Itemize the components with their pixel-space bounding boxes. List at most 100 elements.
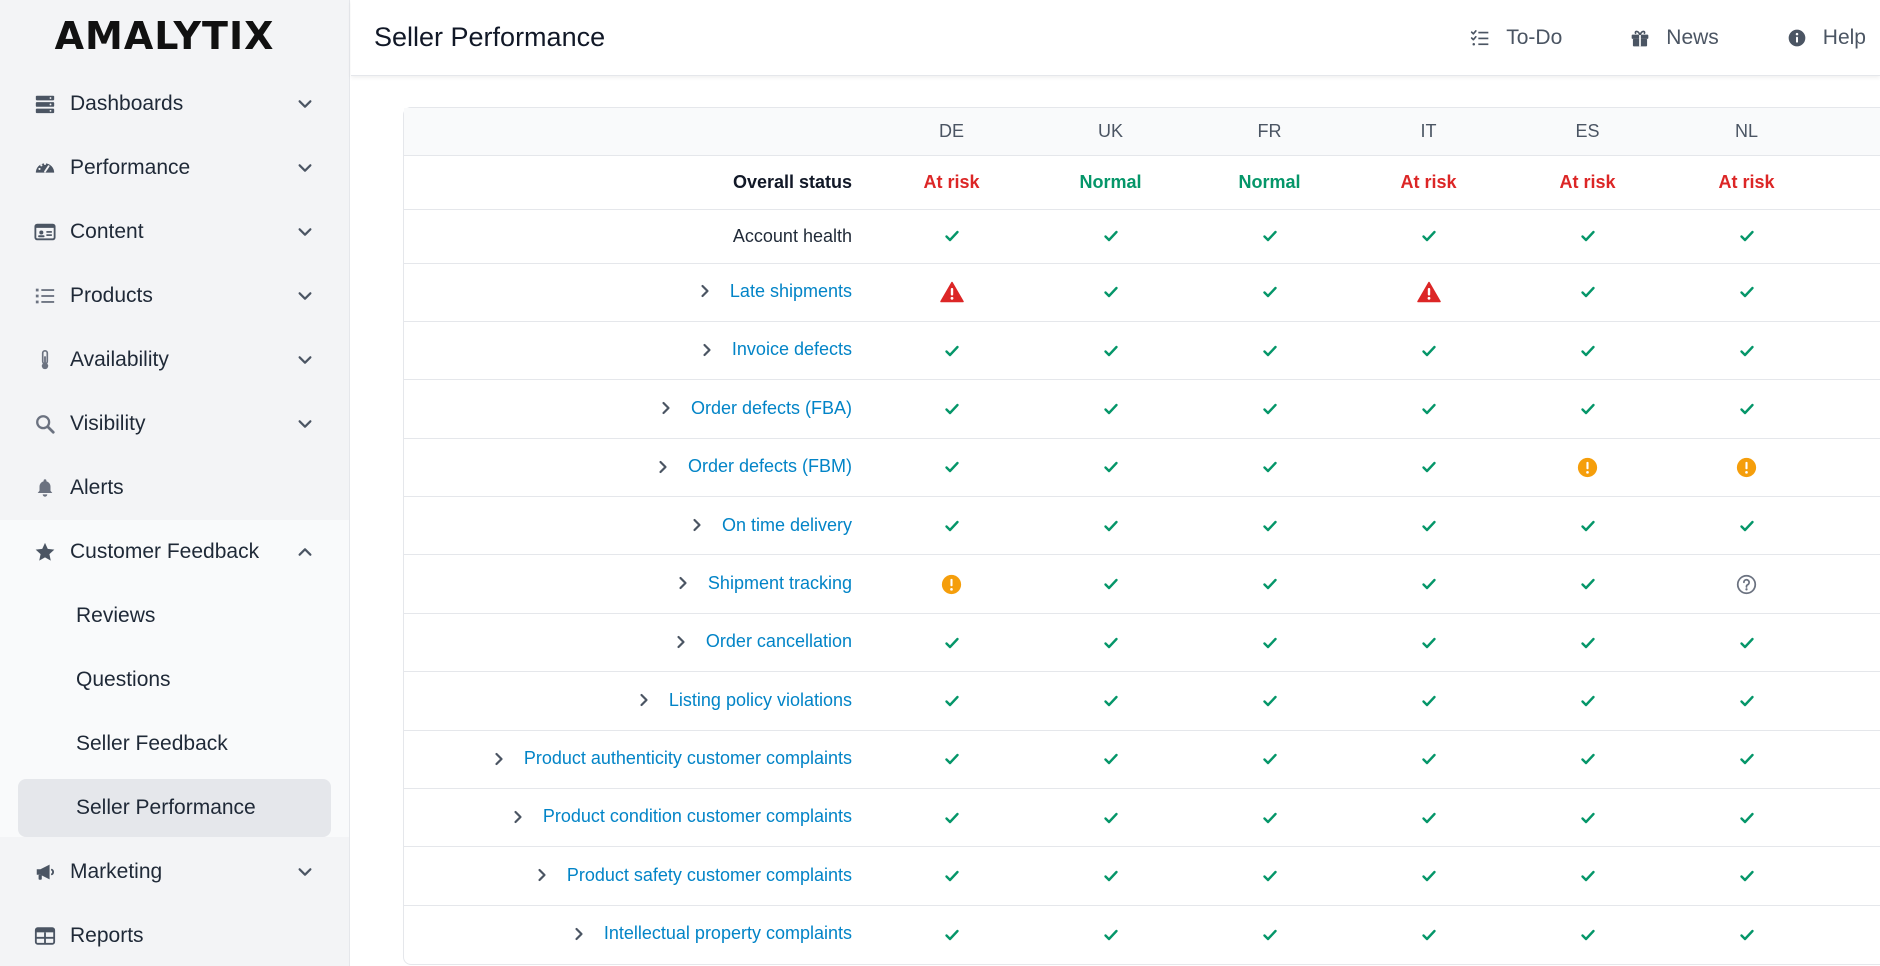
metric-expand-link[interactable]: Product condition customer complaints <box>511 806 852 827</box>
sidebar-item-label: Availability <box>70 348 169 371</box>
status-cell <box>872 380 1031 438</box>
check-icon <box>1576 747 1600 771</box>
check-icon <box>940 747 964 771</box>
check-icon <box>940 923 964 947</box>
metric-label: Product condition customer complaints <box>542 806 852 827</box>
overall-status-value: At risk <box>1559 171 1616 192</box>
status-cell <box>1190 672 1349 730</box>
metric-expand-link[interactable]: Listing policy violations <box>637 690 852 711</box>
check-icon <box>1576 631 1600 655</box>
sidebar-item-marketing[interactable]: Marketing <box>0 840 349 904</box>
metric-label: Invoice defects <box>731 339 852 360</box>
metric-expand-link[interactable]: Order cancellation <box>674 631 852 652</box>
check-icon <box>1417 923 1441 947</box>
sidebar-subitem-questions[interactable]: Questions <box>76 668 171 691</box>
status-cell <box>1349 209 1508 263</box>
metric-expand-link[interactable]: Order defects (FBM) <box>656 456 852 477</box>
chevron-right-icon <box>535 868 549 882</box>
table-row: Product safety customer complaints <box>404 846 1880 905</box>
list-icon <box>34 285 56 307</box>
logo[interactable]: AMALYTIX <box>0 0 349 72</box>
column-header-es: ES <box>1575 120 1600 141</box>
overall-status-value: At risk <box>1718 171 1775 192</box>
metric-expand-link[interactable]: Product safety customer complaints <box>535 865 852 886</box>
check-icon <box>940 689 964 713</box>
metric-expand-link[interactable]: Late shipments <box>698 281 852 302</box>
metric-label: Intellectual property complaints <box>603 923 852 944</box>
sidebar-item-products[interactable]: Products <box>0 264 349 328</box>
sidebar-subitem-seller-performance[interactable]: Seller Performance <box>18 779 331 837</box>
sidebar-item-reports[interactable]: Reports <box>0 904 349 966</box>
chevron-down-icon <box>295 862 315 882</box>
check-icon <box>1735 747 1759 771</box>
chevron-right-icon <box>698 284 712 298</box>
sidebar-item-content[interactable]: Content <box>0 200 349 264</box>
metric-label-cell: Listing policy violations <box>404 672 872 730</box>
server-icon <box>34 93 56 115</box>
row-spacer <box>1826 847 1880 905</box>
check-icon <box>1735 224 1759 248</box>
check-icon <box>1099 923 1123 947</box>
metric-label: On time delivery <box>721 514 852 535</box>
status-cell <box>1508 789 1667 847</box>
check-icon <box>1576 339 1600 363</box>
header-help-button[interactable]: Help <box>1787 26 1866 50</box>
status-cell <box>1190 613 1349 671</box>
metric-expand-link[interactable]: Product authenticity customer complaints <box>492 748 852 769</box>
metric-label-cell: Order cancellation <box>404 613 872 671</box>
sidebar-subitem-reviews[interactable]: Reviews <box>76 604 156 627</box>
nav-group-customer-feedback: Customer Feedback Reviews Questions Seller… <box>0 520 349 837</box>
metric-expand-link[interactable]: Intellectual property complaints <box>572 923 852 944</box>
metric-label-cell: Product authenticity customer complaints <box>404 730 872 788</box>
status-cell <box>1349 847 1508 905</box>
status-cell <box>1349 730 1508 788</box>
check-icon <box>1576 572 1600 596</box>
sidebar-item-visibility[interactable]: Visibility <box>0 392 349 456</box>
header-to-do-button[interactable]: To-Do <box>1470 26 1562 50</box>
sidebar-item-dashboards[interactable]: Dashboards <box>0 72 349 136</box>
chevron-right-icon <box>674 635 688 649</box>
check-icon <box>1099 689 1123 713</box>
status-cell <box>1349 789 1508 847</box>
check-icon <box>1417 224 1441 248</box>
row-spacer <box>1826 380 1880 438</box>
bell-icon <box>34 477 56 499</box>
status-cell <box>1508 438 1667 496</box>
sidebar-item-performance[interactable]: Performance <box>0 136 349 200</box>
status-cell <box>1508 905 1667 963</box>
status-cell <box>1190 438 1349 496</box>
sidebar-item-availability[interactable]: Availability <box>0 328 349 392</box>
metric-label: Order cancellation <box>705 631 852 652</box>
status-cell <box>1667 905 1826 963</box>
table-row: Product condition customer complaints <box>404 788 1880 847</box>
table-row: Product authenticity customer complaints <box>404 730 1880 788</box>
status-cell <box>1031 209 1190 263</box>
check-icon <box>940 339 964 363</box>
row-spacer <box>1826 905 1880 963</box>
metric-expand-link[interactable]: Invoice defects <box>700 339 852 360</box>
check-icon <box>1258 397 1282 421</box>
metric-expand-link[interactable]: Shipment tracking <box>676 573 852 594</box>
sidebar-subitem-seller-feedback[interactable]: Seller Feedback <box>76 732 228 755</box>
row-spacer <box>1826 321 1880 379</box>
sidebar-item-customer-feedback[interactable]: Customer Feedback <box>0 520 349 584</box>
metric-expand-link[interactable]: Order defects (FBA) <box>659 398 852 419</box>
status-cell <box>872 438 1031 496</box>
status-cell <box>1190 905 1349 963</box>
header-action-label: Help <box>1822 25 1866 49</box>
sidebar-item-label: Marketing <box>70 860 163 883</box>
chevron-right-icon <box>572 927 586 941</box>
table-row: Order defects (FBA) <box>404 379 1880 438</box>
metric-label: Order defects (FBM) <box>687 456 852 477</box>
check-icon <box>1735 280 1759 304</box>
sidebar-item-alerts[interactable]: Alerts <box>0 456 349 520</box>
metric-expand-link[interactable]: On time delivery <box>690 515 852 536</box>
status-cell <box>1508 209 1667 263</box>
table-row: Invoice defects <box>404 321 1880 379</box>
table-row: Intellectual property complaints <box>404 905 1880 963</box>
metric-label: Late shipments <box>729 280 852 301</box>
header-news-button[interactable]: News <box>1630 26 1719 50</box>
metric-label-cell: Intellectual property complaints <box>404 905 872 963</box>
check-icon <box>1099 339 1123 363</box>
chevron-down-icon <box>295 94 315 114</box>
